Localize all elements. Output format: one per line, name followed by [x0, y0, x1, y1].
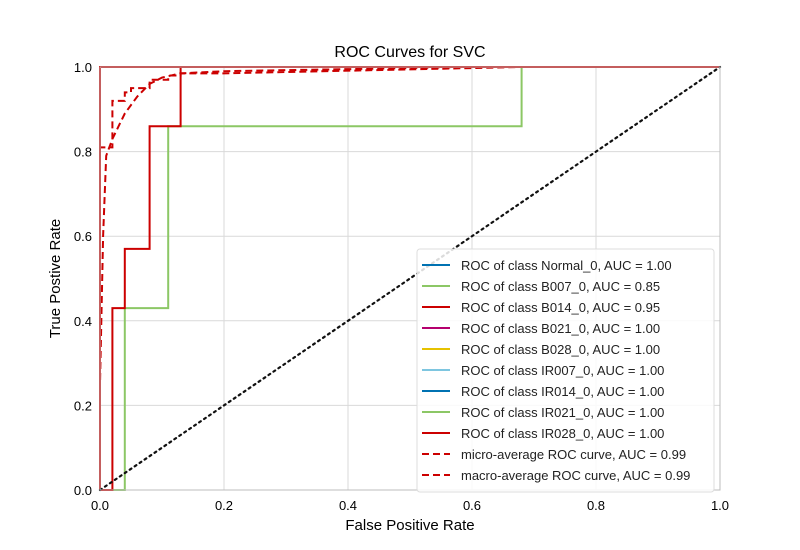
roc-series-line-10	[99, 66, 720, 490]
legend-label: ROC of class B007_0, AUC = 0.85	[461, 279, 660, 294]
grid	[99, 66, 721, 491]
y-tick-label: 0.4	[74, 314, 92, 329]
roc-series-line-9	[99, 66, 720, 490]
y-tick-label: 0.0	[74, 483, 92, 498]
legend-label: macro-average ROC curve, AUC = 0.99	[461, 468, 690, 483]
y-axis-label: True Postive Rate	[47, 219, 64, 339]
chart-title: ROC Curves for SVC	[334, 44, 485, 61]
x-tick-label: 0.8	[587, 498, 605, 513]
plot-frame	[99, 66, 721, 491]
roc-series-line-1	[100, 66, 720, 491]
tick-labels: 0.0 0.2 0.4 0.6 0.8 1.0 0.0 0.2 0.4 0.6 0.8 1.0	[74, 60, 729, 513]
y-tick-label: 1.0	[74, 60, 92, 75]
roc-series-line-2	[100, 66, 720, 491]
legend-label: ROC of class IR014_0, AUC = 1.00	[461, 384, 664, 399]
y-tick-label: 0.2	[74, 398, 92, 413]
legend-label: ROC of class IR028_0, AUC = 1.00	[461, 426, 664, 441]
x-tick-label: 0.6	[463, 498, 481, 513]
legend-label: ROC of class Normal_0, AUC = 1.00	[461, 258, 672, 273]
y-tick-label: 0.8	[74, 145, 92, 160]
x-tick-label: 0.4	[339, 498, 357, 513]
x-tick-label: 0.0	[91, 498, 109, 513]
legend-label: ROC of class IR007_0, AUC = 1.00	[461, 363, 664, 378]
legend-label: micro-average ROC curve, AUC = 0.99	[461, 447, 686, 462]
legend-label: ROC of class B028_0, AUC = 1.00	[461, 342, 660, 357]
legend-label: ROC of class B021_0, AUC = 1.00	[461, 321, 660, 336]
y-tick-label: 0.6	[74, 229, 92, 244]
x-axis-label: False Positive Rate	[345, 517, 474, 534]
legend-label: ROC of class B014_0, AUC = 0.95	[461, 300, 660, 315]
chance-diagonal-line	[98, 65, 722, 492]
x-tick-label: 1.0	[711, 498, 729, 513]
legend-box	[416, 248, 715, 493]
legend: ROC of class Normal_0, AUC = 1.00 ROC of …	[416, 248, 715, 493]
legend-label: ROC of class IR021_0, AUC = 1.00	[461, 405, 664, 420]
x-tick-label: 0.2	[215, 498, 233, 513]
